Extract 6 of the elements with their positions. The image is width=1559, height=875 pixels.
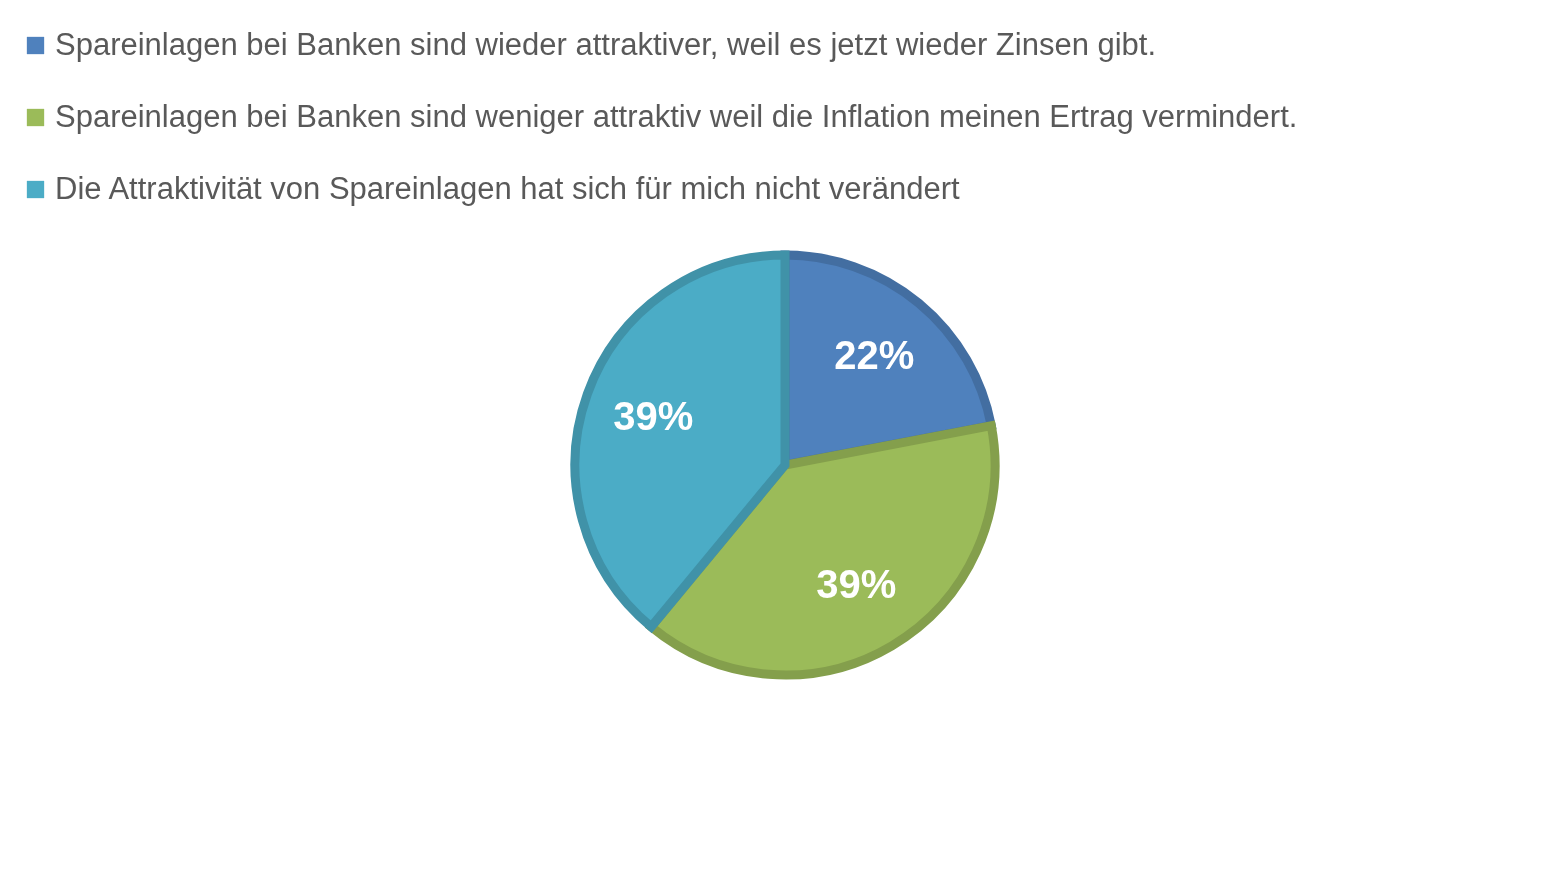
legend-label: Spareinlagen bei Banken sind wieder attraktiver, weil es jetzt wieder Zinsen gibt. xyxy=(55,26,1157,62)
data-label: 39% xyxy=(816,561,897,606)
legend-label: Die Attraktivität von Spareinlagen hat sich für mich nicht verändert xyxy=(55,170,960,206)
data-label: 22% xyxy=(834,333,915,378)
data-label: 39% xyxy=(613,393,694,438)
legend-label: Spareinlagen bei Banken sind weniger attraktiv weil die Inflation meinen Ertrag vermindert. xyxy=(55,98,1298,134)
